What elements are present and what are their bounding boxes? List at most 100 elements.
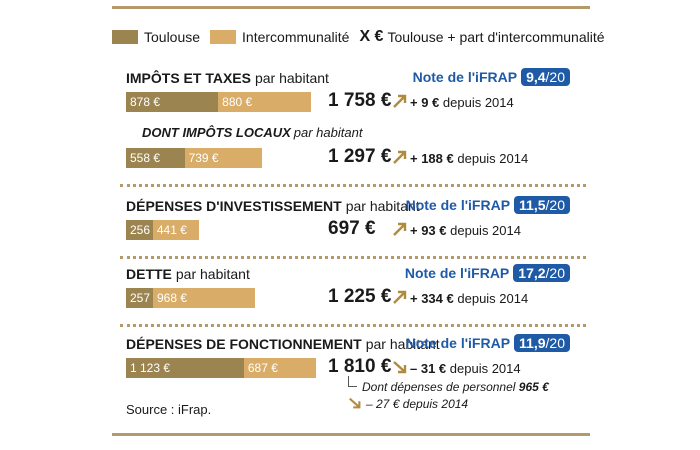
source-note: Source : iFrap. <box>126 402 212 417</box>
arrow-up-icon <box>393 290 407 304</box>
dotted-separator <box>120 324 586 327</box>
legend-total: X € Toulouse + part d'intercommunalité <box>359 28 604 46</box>
bar-segment-toulouse: 878 € <box>126 92 219 112</box>
ifrap-note-label: Note de l'iFRAP <box>412 69 518 85</box>
change-value: – 31 € <box>410 361 447 376</box>
personnel-note-text: Dont dépenses de personnel <box>362 380 516 394</box>
section-title: DETTE par habitant <box>126 266 250 282</box>
bar-segment-intercommunalite: 441 € <box>152 220 200 240</box>
change-since-2014: + 188 € depuis 2014 <box>410 151 528 166</box>
section-title: IMPÔTS ET TAXES par habitant <box>126 70 329 86</box>
per-capita-label: par habitant <box>365 336 440 352</box>
change-since-2014: + 93 € depuis 2014 <box>410 223 521 238</box>
ifrap-note: Note de l'iFRAP 9,4/20 <box>413 68 570 86</box>
dotted-separator <box>120 184 586 187</box>
ifrap-score: 17,2 <box>518 265 546 281</box>
dotted-separator <box>120 256 586 259</box>
stacked-bar: 878 € 880 € <box>126 92 311 112</box>
bar-label-toulouse: 257 € <box>130 291 153 305</box>
ifrap-note-label: Note de l'iFRAP <box>405 335 511 351</box>
ifrap-score-badge: 11,9/20 <box>514 334 570 352</box>
change-value: + 188 € <box>410 151 454 166</box>
bar-segment-intercommunalite: 968 € <box>152 288 255 308</box>
bar-segment-toulouse: 257 € <box>126 288 153 308</box>
personnel-change: – 27 € depuis 2014 <box>366 397 469 411</box>
section-title-text: DÉPENSES D'INVESTISSEMENT <box>126 198 342 214</box>
total-value: 1 810 € <box>328 356 392 377</box>
section-subtitle-text: DONT IMPÔTS LOCAUX <box>142 125 291 140</box>
ifrap-score-badge: 17,2/20 <box>513 264 570 282</box>
arrow-up-icon <box>393 94 407 108</box>
ifrap-note-label: Note de l'iFRAP <box>404 265 510 281</box>
legend-label-intercommunalite: Intercommunalité <box>242 29 350 45</box>
connector-line <box>348 376 357 387</box>
change-value: + 9 € <box>410 95 440 110</box>
stacked-bar: 257 € 968 € <box>126 288 255 308</box>
ifrap-note: Note de l'iFRAP 11,9/20 <box>406 334 570 352</box>
legend-label-toulouse: Toulouse <box>144 29 201 45</box>
bar-label-toulouse: 878 € <box>130 95 161 109</box>
personnel-note: Dont dépenses de personnel 965 € <box>362 380 549 394</box>
per-capita-label: par habitant <box>254 70 329 86</box>
change-text: depuis 2014 <box>449 361 521 376</box>
legend-intercommunalite: Intercommunalité <box>210 29 349 45</box>
bar-segment-toulouse: 558 € <box>126 148 185 168</box>
legend: Toulouse Intercommunalité X € Toulouse +… <box>112 26 615 48</box>
legend-x-symbol: X € <box>359 28 384 45</box>
bar-label-intercommunalite: 880 € <box>222 95 253 109</box>
ifrap-score: 11,9 <box>519 335 546 351</box>
section-title-text: IMPÔTS ET TAXES <box>126 70 251 86</box>
ifrap-note: Note de l'iFRAP 11,5/20 <box>406 196 570 214</box>
arrow-up-icon <box>393 222 407 236</box>
bar-label-toulouse: 1 123 € <box>130 361 171 375</box>
bar-label-toulouse: 558 € <box>130 151 161 165</box>
change-text: depuis 2014 <box>450 223 521 238</box>
bar-label-intercommunalite: 739 € <box>188 151 219 165</box>
change-since-2014: + 9 € depuis 2014 <box>410 95 514 110</box>
change-value: + 334 € <box>410 291 454 306</box>
stacked-bar: 558 € 739 € <box>126 148 263 168</box>
bar-label-intercommunalite: 687 € <box>247 361 278 375</box>
ifrap-score-max: /20 <box>545 197 565 213</box>
per-capita-label: par habitant <box>345 198 420 214</box>
bar-segment-toulouse: 256 € <box>126 220 153 240</box>
bottom-rule <box>112 433 590 436</box>
bar-segment-intercommunalite: 880 € <box>218 92 311 112</box>
legend-toulouse: Toulouse <box>112 29 200 45</box>
ifrap-score-max: /20 <box>545 335 565 351</box>
arrow-down-icon <box>349 397 361 409</box>
change-value: + 93 € <box>410 223 447 238</box>
ifrap-score-max: /20 <box>545 265 565 281</box>
section-subtitle: DONT IMPÔTS LOCAUX par habitant <box>142 125 362 140</box>
bar-label-toulouse: 256 € <box>130 223 153 237</box>
section-title-text: DETTE <box>126 266 172 282</box>
legend-swatch-intercommunalite <box>210 30 237 44</box>
legend-total-label: Toulouse + part d'intercommunalité <box>387 29 605 45</box>
section-title-text: DÉPENSES DE FONCTIONNEMENT <box>126 336 362 352</box>
bar-segment-intercommunalite: 687 € <box>243 358 316 378</box>
change-text: depuis 2014 <box>442 95 514 110</box>
ifrap-score-badge: 11,5/20 <box>514 196 570 214</box>
stacked-bar: 256 € 441 € <box>126 220 200 240</box>
change-text: depuis 2014 <box>457 291 529 306</box>
total-value: 1 297 € <box>328 146 392 167</box>
stacked-bar: 1 123 € 687 € <box>126 358 316 378</box>
bar-segment-toulouse: 1 123 € <box>126 358 244 378</box>
total-value: 1 758 € <box>328 90 392 111</box>
per-capita-label: par habitant <box>175 266 250 282</box>
per-capita-label: par habitant <box>293 125 363 140</box>
total-value: 697 € <box>328 218 376 239</box>
ifrap-score: 11,5 <box>519 197 546 213</box>
arrow-down-icon <box>393 361 407 374</box>
ifrap-score-max: /20 <box>545 69 565 85</box>
bar-label-intercommunalite: 968 € <box>156 291 187 305</box>
ifrap-note: Note de l'iFRAP 17,2/20 <box>405 264 570 282</box>
section-title: DÉPENSES DE FONCTIONNEMENT par habitant <box>126 336 440 352</box>
ifrap-score: 9,4 <box>526 69 546 85</box>
change-since-2014: + 334 € depuis 2014 <box>410 291 528 306</box>
personnel-note-value: 965 € <box>518 380 549 394</box>
arrow-up-icon <box>393 150 407 164</box>
bar-label-intercommunalite: 441 € <box>156 223 187 237</box>
ifrap-score-badge: 9,4/20 <box>521 68 570 86</box>
change-since-2014: – 31 € depuis 2014 <box>410 361 521 376</box>
